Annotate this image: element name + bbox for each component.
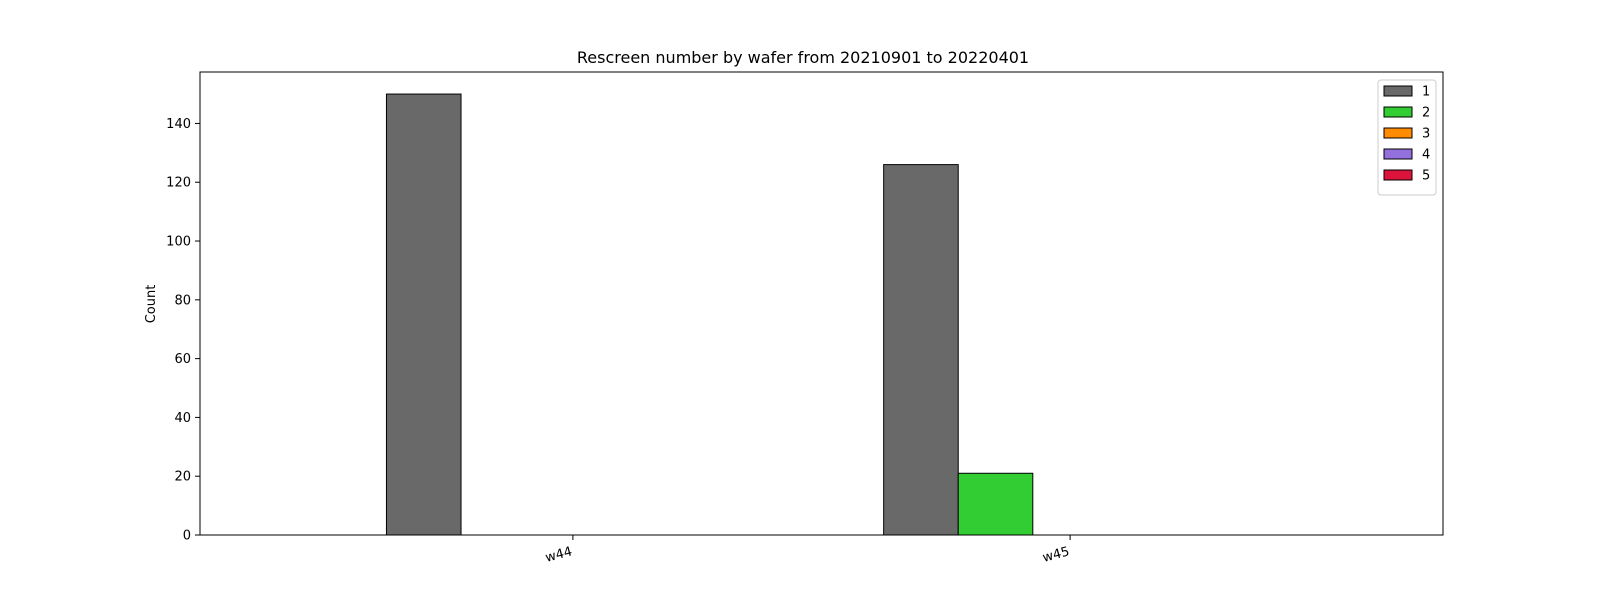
y-tick-label: 80 bbox=[174, 293, 191, 308]
bar-series-1-w45 bbox=[883, 164, 959, 536]
y-tick-label: 140 bbox=[166, 117, 191, 132]
bar-series-2-w45 bbox=[957, 472, 1034, 536]
legend-swatch-1 bbox=[1383, 85, 1413, 97]
plot-frame bbox=[199, 71, 1444, 536]
legend-label-5: 5 bbox=[1422, 169, 1430, 184]
legend: 1 2 3 4 5 bbox=[1377, 79, 1437, 196]
y-tick-label: 40 bbox=[174, 411, 191, 426]
legend-label-2: 2 bbox=[1422, 106, 1430, 121]
x-tick-label: w44 bbox=[544, 544, 574, 566]
legend-swatch-3 bbox=[1383, 127, 1413, 139]
y-tick-label: 60 bbox=[174, 352, 191, 367]
legend-swatch-5 bbox=[1383, 169, 1413, 181]
bars-group bbox=[385, 93, 1034, 536]
y-axis-label: Count bbox=[144, 285, 159, 324]
legend-label-1: 1 bbox=[1422, 85, 1430, 100]
legend-label-4: 4 bbox=[1422, 148, 1430, 163]
y-tick-label: 0 bbox=[183, 529, 191, 544]
legend-label-3: 3 bbox=[1422, 127, 1430, 142]
legend-swatch-2 bbox=[1383, 106, 1413, 118]
y-tick-label: 20 bbox=[174, 470, 191, 485]
x-axis: w44 w45 bbox=[544, 535, 1071, 566]
bar-series-1-w44 bbox=[385, 93, 462, 536]
x-tick-label: w45 bbox=[1041, 544, 1071, 566]
y-axis: 0 20 40 60 80 100 120 140 bbox=[166, 117, 200, 544]
y-tick-label: 100 bbox=[166, 235, 191, 250]
legend-swatch-4 bbox=[1383, 148, 1413, 160]
y-tick-label: 120 bbox=[166, 176, 191, 191]
chart-title: Rescreen number by wafer from 20210901 t… bbox=[577, 48, 1029, 67]
